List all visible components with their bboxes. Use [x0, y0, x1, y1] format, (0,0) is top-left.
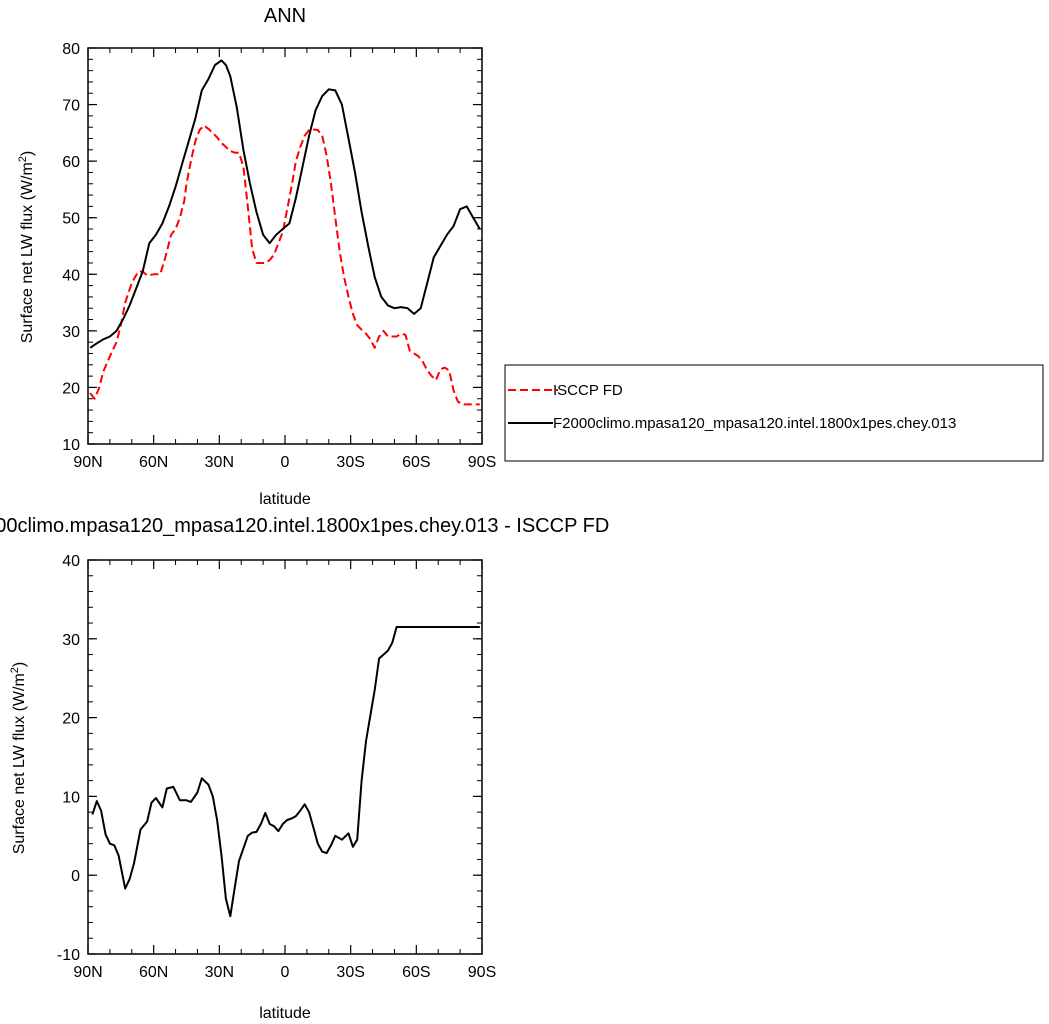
bottom-difference-series-line	[91, 626, 480, 918]
legend-box	[504, 364, 1044, 462]
bottom-x-tick-label: 90N	[73, 964, 102, 981]
bottom-x-tick-label: 30N	[205, 964, 234, 981]
top-y-tick-label: 10	[62, 437, 80, 454]
bottom-x-tick-label: 60S	[402, 964, 430, 981]
bottom-y-tick-label: 20	[62, 711, 80, 728]
top-chart-title: ANN	[264, 5, 306, 27]
bottom-panel: F2000climo.mpasa120_mpasa120.intel.1800x…	[0, 515, 609, 1022]
top-y-tick-label: 70	[62, 98, 80, 115]
bottom-y-tick-label: 40	[62, 553, 80, 570]
bottom-y-axis-label: Surface net LW flux (W/m2)	[9, 662, 28, 855]
top-x-tick-label: 90S	[468, 454, 496, 471]
legend-entry-model: F2000climo.mpasa120_mpasa120.intel.1800x…	[553, 415, 956, 432]
top-x-tick-label: 30S	[336, 454, 364, 471]
top-plot-frame	[87, 47, 483, 445]
bottom-x-tick-label: 90S	[468, 964, 496, 981]
top-obs-series-line	[89, 124, 480, 406]
bottom-y-tick-label: -10	[57, 947, 80, 964]
top-x-tick-label: 60S	[402, 454, 430, 471]
top-y-tick-label: 50	[62, 211, 80, 228]
bottom-y-tick-label: 0	[71, 868, 80, 885]
top-y-tick-label: 40	[62, 267, 80, 284]
bottom-x-tick-label: 0	[281, 964, 290, 981]
top-x-tick-label: 30N	[205, 454, 234, 471]
bottom-y-tick-label: 30	[62, 632, 80, 649]
bottom-plot-frame	[87, 559, 483, 955]
top-y-tick-label: 30	[62, 324, 80, 341]
bottom-plot-area: 90N 60N 30N 0 30S 60S 90S -10 0 10 20 30 40	[57, 553, 496, 981]
top-x-tick-label: 0	[281, 454, 290, 471]
bottom-y-tick-label: 10	[62, 789, 80, 806]
bottom-chart-title: F2000climo.mpasa120_mpasa120.intel.1800x…	[0, 515, 609, 537]
legend: ISCCP FD F2000climo.mpasa120_mpasa120.in…	[504, 364, 1044, 462]
bottom-x-tick-label: 60N	[139, 964, 168, 981]
top-y-tick-label: 20	[62, 380, 80, 397]
top-y-tick-label: 80	[62, 41, 80, 58]
legend-entry-obs: ISCCP FD	[553, 382, 623, 399]
top-panel: ANN 90N 60N 30N 0 30S 60S 90S1020304050607080 …	[17, 5, 496, 508]
bottom-x-axis-label: latitude	[259, 1005, 311, 1022]
top-x-tick-label: 90N	[73, 454, 102, 471]
top-x-axis-label: latitude	[259, 491, 311, 508]
top-plot-area: 90N 60N 30N 0 30S 60S 90S 10 20 30 40 50 60 70 80	[62, 41, 496, 471]
top-x-tick-label: 60N	[139, 454, 168, 471]
top-y-tick-label: 60	[62, 154, 80, 171]
top-y-axis-label: Surface net LW flux (W/m2)	[17, 151, 36, 344]
bottom-x-tick-label: 30S	[336, 964, 364, 981]
top-model-series-line	[89, 59, 481, 349]
